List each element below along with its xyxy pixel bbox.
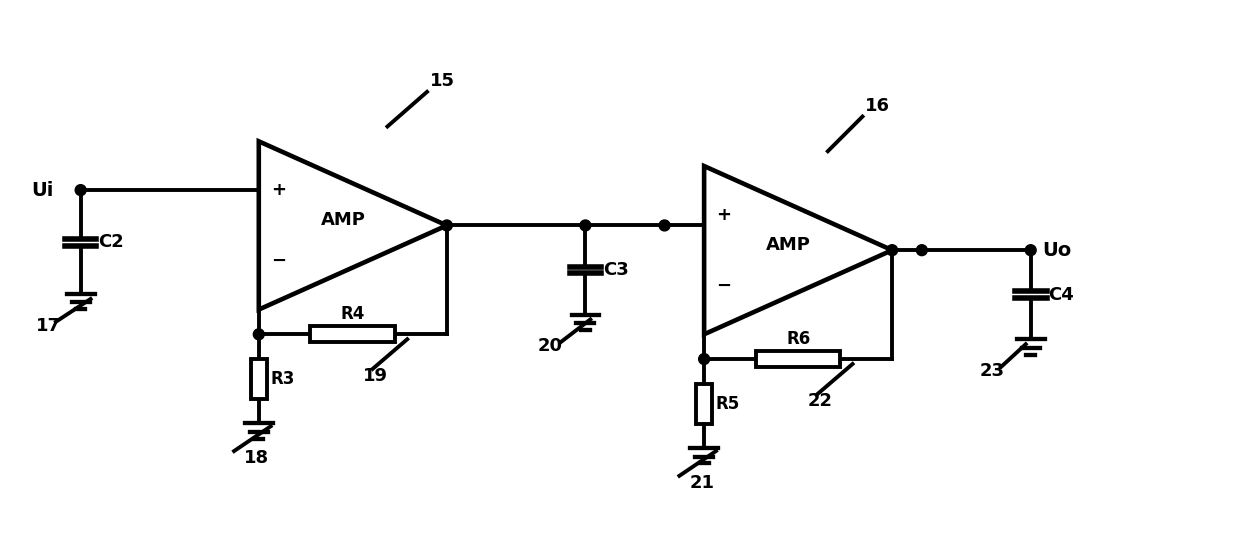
Text: C2: C2 <box>98 233 124 251</box>
Circle shape <box>660 220 670 231</box>
Circle shape <box>580 220 590 231</box>
Bar <box>696 384 712 424</box>
Text: 17: 17 <box>36 317 61 335</box>
Bar <box>756 351 841 367</box>
Text: C3: C3 <box>603 261 629 279</box>
Text: R3: R3 <box>270 370 295 388</box>
Text: −: − <box>270 252 285 270</box>
Text: +: + <box>270 181 285 199</box>
Bar <box>250 359 267 399</box>
Text: AMP: AMP <box>766 236 811 254</box>
Text: 16: 16 <box>866 97 890 114</box>
Text: 19: 19 <box>362 367 388 385</box>
Text: R6: R6 <box>786 330 810 348</box>
Circle shape <box>916 244 928 256</box>
Circle shape <box>441 220 453 231</box>
Text: Uo: Uo <box>1043 241 1071 259</box>
Text: C4: C4 <box>1049 286 1074 304</box>
Circle shape <box>1025 244 1037 256</box>
Bar <box>310 326 396 342</box>
Text: 15: 15 <box>430 72 455 90</box>
Text: 20: 20 <box>538 337 563 355</box>
Text: 21: 21 <box>689 473 714 492</box>
Text: −: − <box>715 277 732 294</box>
Circle shape <box>76 185 86 196</box>
Text: R4: R4 <box>341 305 365 324</box>
Circle shape <box>698 354 709 364</box>
Text: AMP: AMP <box>320 211 366 230</box>
Text: 22: 22 <box>808 392 833 410</box>
Text: +: + <box>715 206 732 224</box>
Text: 23: 23 <box>980 362 1004 380</box>
Text: R5: R5 <box>715 395 740 412</box>
Text: Ui: Ui <box>31 181 53 200</box>
Circle shape <box>253 329 264 340</box>
Circle shape <box>887 244 898 256</box>
Text: 18: 18 <box>244 449 269 467</box>
